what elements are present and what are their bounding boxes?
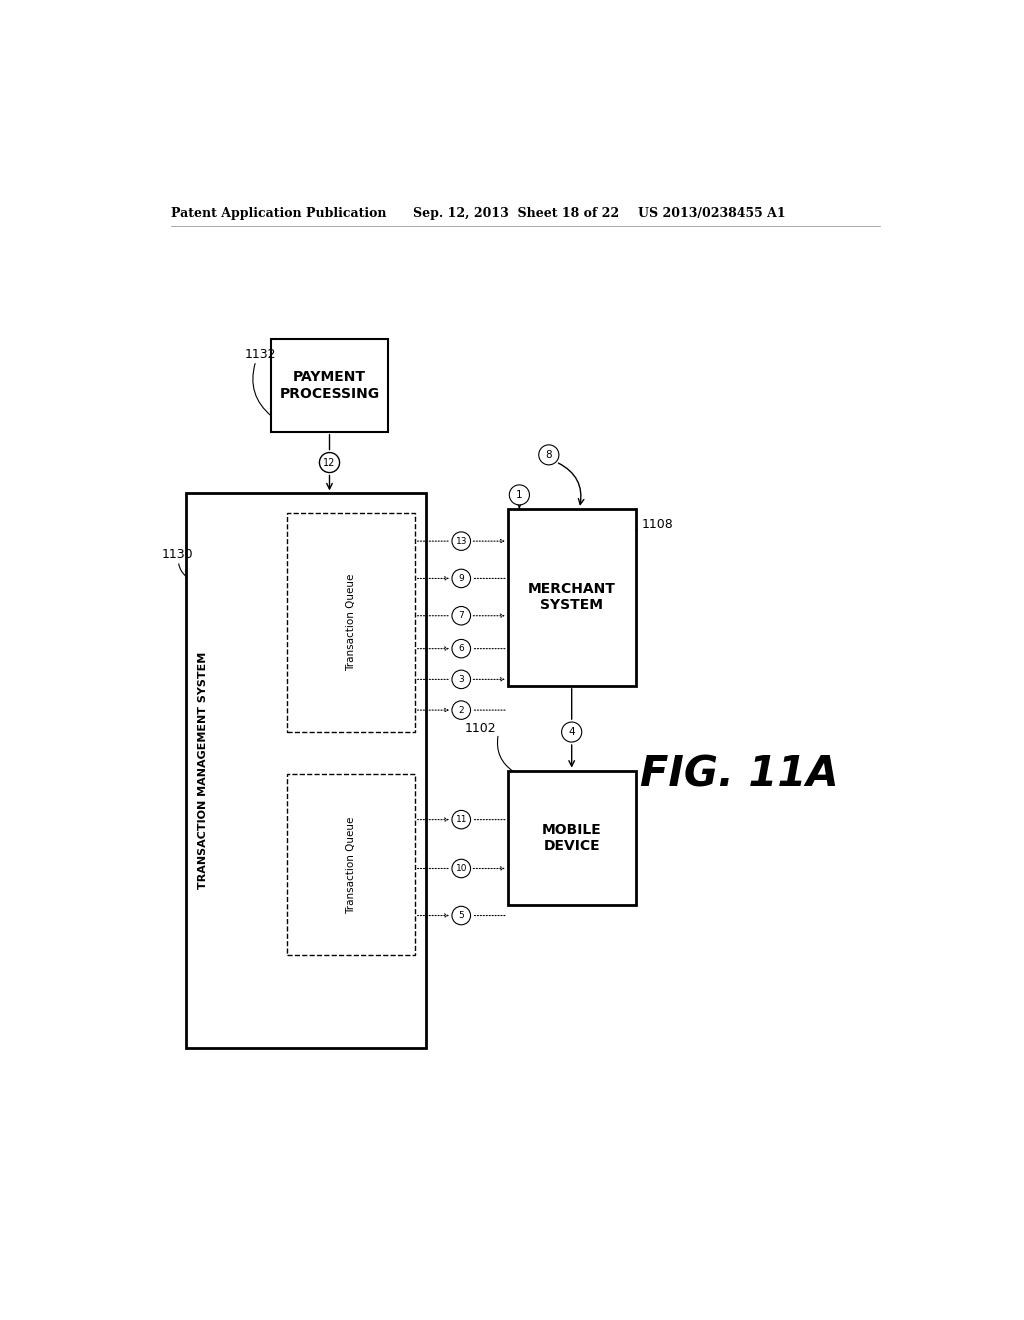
Bar [271, 339, 388, 432]
Bar [508, 508, 636, 686]
Circle shape [452, 569, 471, 587]
Text: 9: 9 [459, 574, 464, 583]
Circle shape [452, 859, 471, 878]
Text: 1130: 1130 [162, 548, 193, 561]
Text: 6: 6 [459, 644, 464, 653]
Text: 1102: 1102 [465, 722, 496, 735]
Text: 4: 4 [568, 727, 575, 737]
Circle shape [319, 453, 340, 473]
Text: 5: 5 [459, 911, 464, 920]
Text: 12: 12 [324, 458, 336, 467]
Text: PAYMENT
PROCESSING: PAYMENT PROCESSING [280, 371, 380, 401]
Circle shape [509, 484, 529, 506]
Bar [287, 512, 415, 733]
Bar [508, 771, 636, 906]
Text: 11: 11 [456, 816, 467, 824]
Text: Transaction Queue: Transaction Queue [346, 574, 355, 671]
Text: Sep. 12, 2013  Sheet 18 of 22: Sep. 12, 2013 Sheet 18 of 22 [414, 207, 620, 220]
Text: US 2013/0238455 A1: US 2013/0238455 A1 [638, 207, 785, 220]
Circle shape [452, 810, 471, 829]
Circle shape [452, 532, 471, 550]
Text: 10: 10 [456, 865, 467, 873]
Text: 1108: 1108 [642, 517, 674, 531]
Circle shape [539, 445, 559, 465]
Text: 8: 8 [546, 450, 552, 459]
Bar [186, 494, 426, 1048]
Text: FIG. 11A: FIG. 11A [640, 754, 838, 796]
Circle shape [452, 639, 471, 657]
Text: MERCHANT
SYSTEM: MERCHANT SYSTEM [527, 582, 615, 612]
Text: 1: 1 [516, 490, 522, 500]
Circle shape [561, 722, 582, 742]
Circle shape [452, 671, 471, 689]
Bar [287, 775, 415, 956]
Circle shape [452, 907, 471, 925]
Text: TRANSACTION MANAGEMENT SYSTEM: TRANSACTION MANAGEMENT SYSTEM [199, 652, 208, 890]
Circle shape [452, 701, 471, 719]
Text: 1132: 1132 [245, 348, 275, 362]
Text: 13: 13 [456, 537, 467, 545]
Text: Patent Application Publication: Patent Application Publication [171, 207, 386, 220]
Circle shape [452, 606, 471, 624]
Text: 7: 7 [459, 611, 464, 620]
Text: 2: 2 [459, 706, 464, 714]
Text: 3: 3 [459, 675, 464, 684]
Text: Transaction Queue: Transaction Queue [346, 816, 355, 913]
Text: MOBILE
DEVICE: MOBILE DEVICE [542, 822, 601, 853]
